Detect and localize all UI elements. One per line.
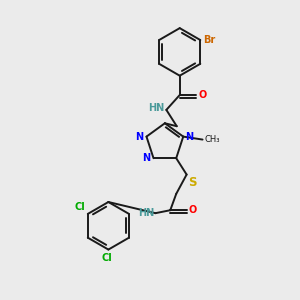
Text: HN: HN <box>138 208 154 218</box>
Text: N: N <box>135 132 143 142</box>
Text: Cl: Cl <box>75 202 86 212</box>
Text: N: N <box>142 153 151 163</box>
Text: O: O <box>189 205 197 215</box>
Text: N: N <box>186 132 194 142</box>
Text: S: S <box>188 176 196 189</box>
Text: Cl: Cl <box>101 253 112 263</box>
Text: O: O <box>198 90 206 100</box>
Text: Br: Br <box>203 35 215 45</box>
Text: HN: HN <box>148 103 164 113</box>
Text: CH₃: CH₃ <box>204 135 220 144</box>
